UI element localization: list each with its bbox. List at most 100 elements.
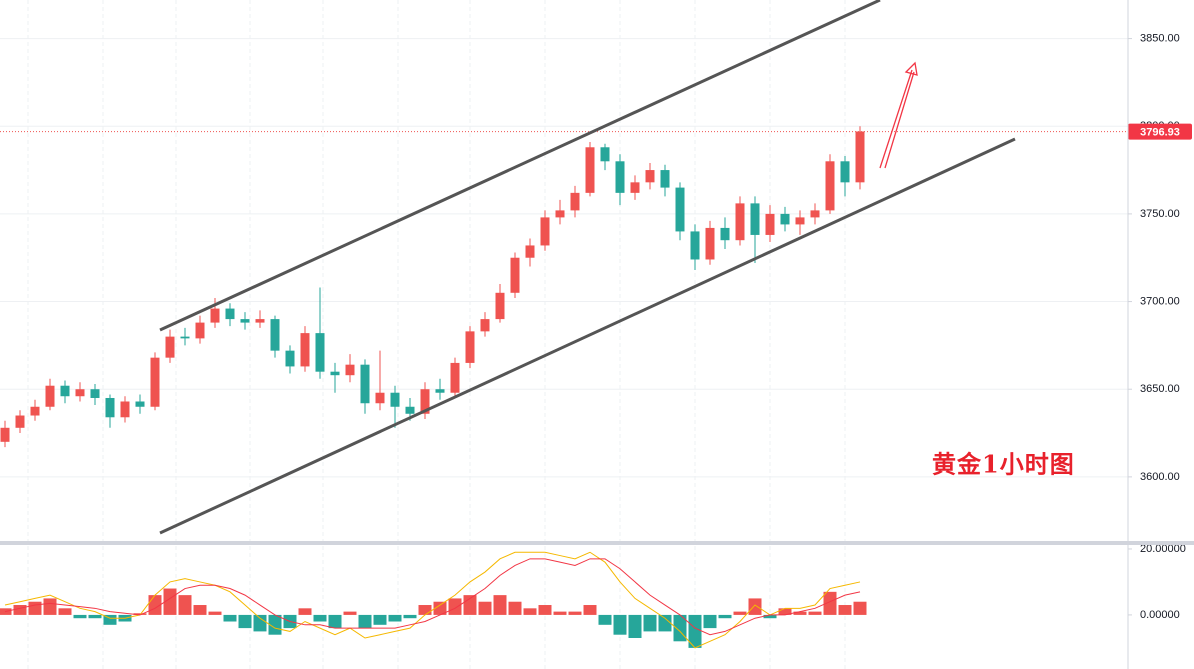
candle-body: [345, 364, 355, 376]
histogram-bar: [598, 614, 612, 625]
histogram-bar: [688, 614, 702, 648]
histogram-bar: [238, 614, 252, 629]
candle-body: [285, 350, 295, 367]
candle-body: [840, 161, 850, 183]
histogram-bar: [403, 614, 417, 619]
macd-line: [4, 558, 861, 636]
candle-body: [135, 401, 145, 407]
y-tick-label: 0.00000: [1140, 609, 1180, 621]
plot-layer: 3600.003650.003700.003750.003800.003850.…: [0, 32, 1192, 649]
candle-body: [165, 336, 175, 358]
y-tick-label: 3600.00: [1140, 471, 1180, 483]
histogram-bar: [778, 608, 792, 615]
candle-body: [105, 397, 115, 418]
candle-body: [525, 245, 535, 258]
candle-body: [735, 203, 745, 241]
histogram-bar: [583, 605, 597, 615]
histogram-bar: [703, 614, 717, 629]
y-tick-label: 3650.00: [1140, 383, 1180, 395]
histogram-bar: [388, 614, 402, 622]
candle-body: [690, 231, 700, 260]
y-tick-label: 3750.00: [1140, 208, 1180, 220]
candle-body: [675, 187, 685, 232]
histogram-bar: [358, 614, 372, 629]
histogram-bar: [43, 598, 57, 615]
candle-body: [255, 319, 265, 323]
candle-body: [540, 217, 550, 246]
histogram-bar: [718, 614, 732, 619]
histogram-bar: [103, 614, 117, 625]
histogram-bar: [268, 614, 282, 635]
histogram-bar: [88, 614, 102, 619]
channel-upper: [159, 0, 881, 332]
histogram-bar: [658, 614, 672, 632]
candle-body: [645, 170, 655, 183]
histogram-bar: [178, 595, 192, 615]
histogram-bar: [613, 614, 627, 635]
candle-body: [90, 389, 100, 398]
candle-body: [315, 333, 325, 372]
candle-body: [600, 147, 610, 162]
candle-body: [150, 357, 160, 407]
candle-body: [780, 213, 790, 225]
histogram-bar: [373, 614, 387, 625]
histogram-bar: [538, 605, 552, 615]
histogram-bar: [553, 611, 567, 615]
candle-body: [765, 213, 775, 235]
histogram-bar: [508, 601, 522, 615]
candle-body: [855, 131, 865, 183]
annotation: 黄金1小时图: [932, 450, 1075, 479]
candle-body: [510, 257, 520, 293]
macd-line: [4, 551, 861, 649]
y-tick-label: 20.00000: [1140, 543, 1186, 555]
histogram-bar: [448, 598, 462, 615]
histogram-bar: [643, 614, 657, 632]
histogram-bar: [433, 601, 447, 615]
histogram-bar: [73, 614, 87, 619]
y-tick-label: 3850.00: [1140, 32, 1180, 44]
histogram-bar: [58, 608, 72, 615]
candle-body: [585, 147, 595, 193]
histogram-bar: [493, 595, 507, 615]
candle-body: [375, 392, 385, 404]
candle-body: [330, 371, 340, 376]
histogram-bar: [478, 601, 492, 615]
candle-body: [795, 217, 805, 225]
histogram-bar: [793, 611, 807, 615]
histogram-bar: [298, 608, 312, 615]
candle-body: [300, 333, 310, 367]
candle-body: [570, 192, 580, 211]
candle-body: [435, 389, 445, 393]
candle-body: [0, 427, 10, 442]
candle-body: [750, 203, 760, 235]
candle-body: [555, 210, 565, 218]
candle-body: [210, 308, 220, 323]
candle-body: [465, 331, 475, 363]
histogram-bar: [748, 598, 762, 615]
candle-body: [450, 362, 460, 393]
histogram-bar: [853, 601, 867, 615]
candle-body: [240, 319, 250, 323]
candle-body: [60, 385, 70, 397]
histogram-bar: [523, 608, 537, 615]
forecast-arrow: [879, 61, 918, 169]
candle-body: [705, 227, 715, 260]
candle-body: [720, 227, 730, 241]
histogram-bar: [838, 605, 852, 615]
candle-body: [390, 392, 400, 407]
histogram-bar: [628, 614, 642, 638]
candle-body: [495, 292, 505, 320]
histogram-bar: [28, 601, 42, 615]
candle-body: [480, 319, 490, 332]
histogram-bar: [328, 614, 342, 629]
candle-body: [420, 389, 430, 414]
y-tick-label: 3700.00: [1140, 295, 1180, 307]
candle-body: [360, 364, 370, 404]
candle-body: [45, 385, 55, 407]
histogram-bar: [808, 611, 822, 615]
histogram-bar: [313, 614, 327, 622]
candle-body: [825, 161, 835, 211]
histogram-bar: [823, 591, 837, 615]
